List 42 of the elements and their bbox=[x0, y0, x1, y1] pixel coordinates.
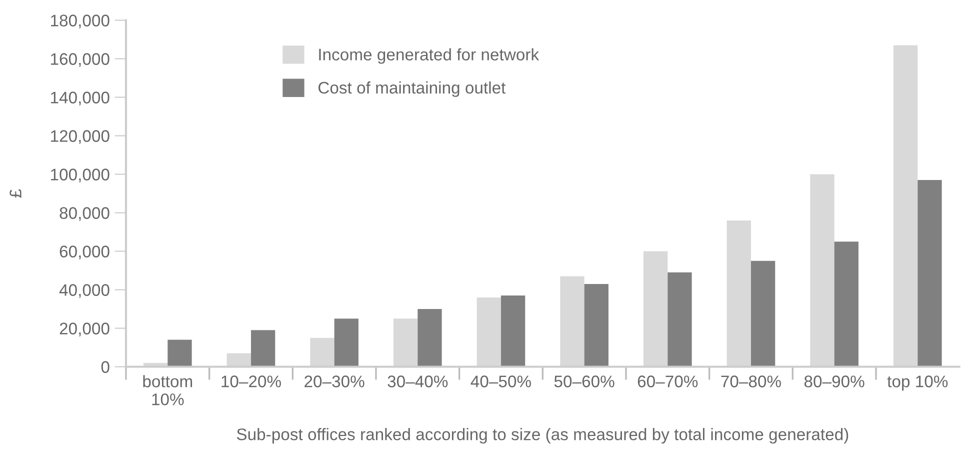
y-tick-label: 60,000 bbox=[60, 246, 110, 260]
bar bbox=[500, 296, 526, 367]
y-tick-label: 180,000 bbox=[51, 14, 110, 28]
bar bbox=[250, 330, 276, 367]
y-tick-label: 140,000 bbox=[51, 92, 110, 106]
y-tick-label: 100,000 bbox=[51, 168, 110, 182]
bar bbox=[310, 338, 334, 367]
y-tick-label: 0 bbox=[101, 361, 110, 373]
bar bbox=[560, 276, 584, 367]
bar bbox=[750, 260, 776, 367]
bar bbox=[668, 272, 692, 367]
x-tick-label: 10–20% bbox=[222, 376, 281, 388]
bar bbox=[834, 242, 858, 367]
x-tick-label: 70–80% bbox=[721, 376, 781, 388]
y-tick-label: 20,000 bbox=[60, 322, 110, 336]
bar bbox=[168, 340, 192, 367]
bar bbox=[584, 284, 608, 367]
x-tick-label: 60–70% bbox=[638, 376, 698, 388]
bar bbox=[476, 297, 501, 367]
bar bbox=[918, 180, 942, 367]
x-tick-label: 80–90% bbox=[804, 376, 864, 388]
x-tick-label: 30–40% bbox=[388, 376, 448, 388]
x-tick-label: bottom 10% bbox=[143, 375, 192, 406]
y-axis-title: £ bbox=[10, 189, 22, 198]
x-tick-label: top 10% bbox=[887, 376, 948, 391]
bar bbox=[418, 309, 442, 367]
x-axis-title: Sub-post offices ranked according to size (as measured by total income generated) bbox=[236, 428, 848, 444]
legend-label: Cost of maintaining outlet bbox=[318, 81, 506, 97]
bar bbox=[810, 174, 834, 367]
x-tick-label: 40–50% bbox=[470, 376, 531, 388]
y-tick-label: 120,000 bbox=[51, 130, 110, 144]
bar bbox=[334, 318, 358, 367]
bar bbox=[643, 251, 668, 367]
bar bbox=[726, 220, 751, 367]
bar bbox=[893, 45, 918, 367]
x-tick-label: 20–30% bbox=[304, 376, 364, 388]
x-tick-label: 50–60% bbox=[554, 376, 614, 388]
legend-label: Income generated for network bbox=[319, 48, 540, 64]
bar bbox=[393, 318, 418, 367]
y-tick-label: 40,000 bbox=[59, 284, 110, 298]
y-tick-label: 160,000 bbox=[51, 53, 110, 67]
y-tick-label: 80,000 bbox=[60, 207, 110, 221]
